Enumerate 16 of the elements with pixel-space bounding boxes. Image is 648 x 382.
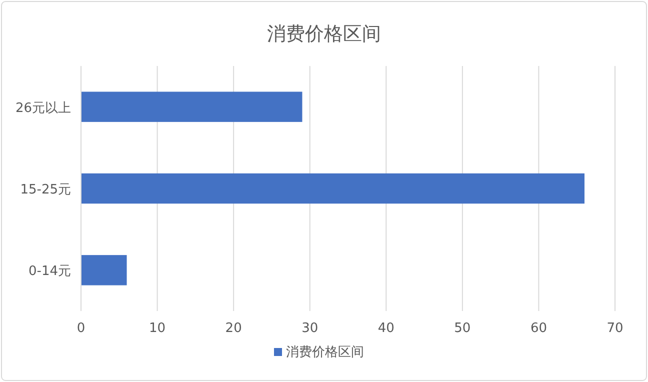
x-tick-label: 70 — [606, 321, 624, 336]
bar — [81, 255, 127, 286]
bar — [81, 92, 302, 122]
x-tick-label: 0 — [76, 321, 86, 336]
y-tick-label: 15-25元 — [20, 182, 71, 198]
x-tick-label: 20 — [225, 321, 242, 336]
x-tick-label: 40 — [378, 321, 394, 336]
legend-label: 消费价格区间 — [286, 345, 364, 360]
x-tick-label: 30 — [302, 321, 318, 336]
x-tick-label: 60 — [530, 321, 547, 336]
x-tick-label: 50 — [454, 321, 471, 336]
chart-title: 消费价格区间 — [267, 23, 381, 45]
y-tick-label: 0-14元 — [28, 264, 71, 280]
x-tick-label: 10 — [149, 321, 166, 336]
bar — [81, 173, 584, 204]
y-tick-label: 26元以上 — [15, 100, 71, 116]
